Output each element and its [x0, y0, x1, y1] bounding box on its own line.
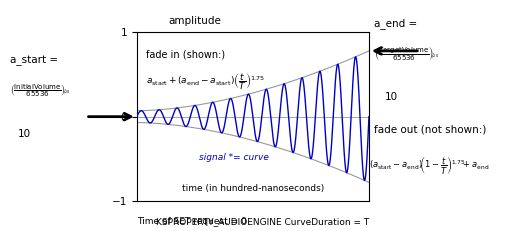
Text: KSPROPERTY_AUDIOENGINE CurveDuration = T: KSPROPERTY_AUDIOENGINE CurveDuration = T: [156, 217, 369, 226]
Text: a_end =: a_end =: [374, 18, 417, 29]
Text: Time of SET request = 0: Time of SET request = 0: [137, 217, 247, 226]
Text: signal *= curve: signal *= curve: [199, 153, 269, 162]
Text: $(a_{\rm start} - a_{\rm end})\!\left(1 - \dfrac{t}{T}\right)^{\!1.75}\!\! + a_{: $(a_{\rm start} - a_{\rm end})\!\left(1 …: [369, 155, 489, 177]
Text: time (in hundred-nanoseconds): time (in hundred-nanoseconds): [182, 184, 324, 193]
Text: 10: 10: [18, 129, 31, 139]
Text: fade in (shown:): fade in (shown:): [146, 49, 225, 59]
Text: a_start =: a_start =: [10, 55, 58, 66]
Text: $\left(\dfrac{\mathrm{TargetVolume}}{65536}\right)_{\!\!/_{20}}$: $\left(\dfrac{\mathrm{TargetVolume}}{655…: [374, 46, 439, 63]
Text: $a_{\rm start} + (a_{\rm end} - a_{\rm start})\left(\dfrac{t}{T}\right)^{1.75}$: $a_{\rm start} + (a_{\rm end} - a_{\rm s…: [146, 71, 265, 92]
Text: fade out (not shown:): fade out (not shown:): [374, 125, 487, 135]
Text: $\left(\dfrac{\mathrm{InitialVolume}}{65536}\right)_{\!\!/_{20}}$: $\left(\dfrac{\mathrm{InitialVolume}}{65…: [10, 83, 71, 99]
Y-axis label: amplitude: amplitude: [168, 16, 221, 26]
Text: 10: 10: [384, 92, 397, 102]
